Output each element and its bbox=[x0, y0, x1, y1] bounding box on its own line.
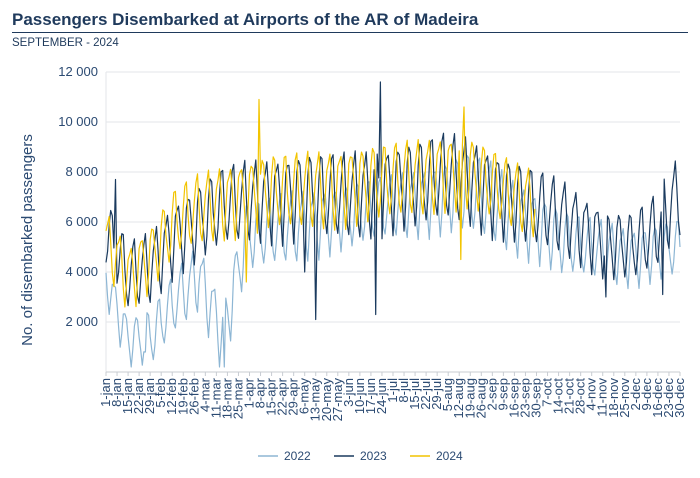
series-lines bbox=[105, 81, 681, 368]
x-tick-label: 29-jul bbox=[429, 378, 444, 410]
x-tick-labels: 1-jan8-jan15-jan22-jan29-jan5-feb12-feb1… bbox=[98, 372, 687, 421]
x-tick-label: 15-apr bbox=[264, 377, 279, 415]
x-tick-label: 1-jan bbox=[98, 378, 113, 407]
x-tick-label: 9-sep bbox=[495, 378, 510, 411]
x-tick-label: 21-oct bbox=[562, 378, 577, 415]
x-tick-label: 6-may bbox=[297, 378, 312, 415]
x-tick-label: 9-dec bbox=[639, 378, 654, 411]
legend-label-2023: 2023 bbox=[360, 449, 387, 463]
x-tick-label: 26-aug bbox=[473, 378, 488, 418]
series-line-2023 bbox=[105, 81, 681, 321]
x-tick-label: 11-mar bbox=[208, 377, 223, 418]
x-tick-label: 12-aug bbox=[451, 378, 466, 418]
legend: 2022 2023 2024 bbox=[258, 449, 463, 463]
x-tick-label: 25-mar bbox=[230, 377, 245, 419]
x-tick-label: 19-feb bbox=[175, 378, 190, 415]
y-axis-label: No. of disembarked passengers bbox=[19, 134, 36, 346]
x-tick-label: 16-dec bbox=[650, 378, 665, 418]
gridlines bbox=[105, 71, 680, 373]
x-tick-label: 20-may bbox=[319, 378, 334, 422]
y-tick-label: 2 000 bbox=[65, 314, 98, 329]
x-tick-label: 24-jun bbox=[374, 378, 389, 414]
x-tick-label: 22-jan bbox=[131, 378, 146, 414]
x-tick-label: 2-dec bbox=[628, 378, 643, 411]
x-tick-label: 15-jul bbox=[407, 378, 422, 410]
x-tick-label: 30-sep bbox=[529, 378, 544, 418]
y-tick-label: 6 000 bbox=[65, 214, 98, 229]
legend-label-2022: 2022 bbox=[284, 449, 311, 463]
x-tick-label: 8-jul bbox=[396, 378, 411, 403]
series-line-2022 bbox=[105, 155, 681, 368]
x-tick-label: 15-jan bbox=[120, 378, 135, 414]
x-tick-label: 11-nov bbox=[595, 378, 610, 417]
x-tick-label: 7-oct bbox=[540, 378, 555, 407]
series-line-2024 bbox=[105, 98, 536, 308]
x-tick-label: 14-oct bbox=[551, 378, 566, 415]
x-tick-label: 29-apr bbox=[286, 377, 301, 415]
x-tick-label: 1-jul bbox=[385, 378, 400, 403]
x-tick-label: 13-may bbox=[308, 378, 323, 422]
y-tick-label: 4 000 bbox=[65, 264, 98, 279]
x-tick-label: 29-jan bbox=[142, 378, 157, 414]
page-subtitle: SEPTEMBER - 2024 bbox=[12, 37, 119, 49]
x-tick-label: 8-jan bbox=[109, 378, 124, 407]
x-tick-label: 22-apr bbox=[275, 377, 290, 415]
x-tick-label: 30-dec bbox=[672, 378, 687, 418]
x-tick-label: 10-jun bbox=[352, 378, 367, 414]
x-tick-label: 1-apr bbox=[242, 377, 257, 408]
x-tick-label: 4-mar bbox=[197, 377, 212, 412]
page-title: Passengers Disembarked at Airports of th… bbox=[12, 10, 479, 29]
x-tick-label: 12-feb bbox=[164, 378, 179, 415]
y-tick-label: 10 000 bbox=[58, 114, 98, 129]
x-tick-label: 2-sep bbox=[484, 378, 499, 411]
x-tick-label: 4-nov bbox=[584, 378, 599, 411]
x-tick-label: 25-nov bbox=[617, 378, 632, 418]
x-tick-label: 17-jun bbox=[363, 378, 378, 414]
x-tick-label: 22-jul bbox=[418, 378, 433, 410]
x-tick-label: 19-aug bbox=[462, 378, 477, 418]
x-tick-label: 18-nov bbox=[606, 378, 621, 418]
title-divider bbox=[12, 32, 688, 33]
x-tick-label: 23-sep bbox=[517, 378, 532, 418]
y-tick-label: 12 000 bbox=[58, 64, 98, 79]
x-tick-label: 3-jun bbox=[341, 378, 356, 407]
x-tick-label: 27-may bbox=[330, 378, 345, 422]
x-tick-label: 23-dec bbox=[661, 378, 676, 418]
x-tick-label: 16-sep bbox=[506, 378, 521, 418]
x-tick-label: 8-apr bbox=[253, 377, 268, 408]
x-tick-label: 5-aug bbox=[440, 378, 455, 411]
y-tick-label: 8 000 bbox=[65, 164, 98, 179]
y-tick-labels: 2 000 4 000 6 000 8 000 10 000 12 000 bbox=[58, 64, 98, 329]
x-tick-label: 5-feb bbox=[153, 378, 168, 408]
x-tick-label: 18-mar bbox=[219, 377, 234, 419]
legend-label-2024: 2024 bbox=[436, 449, 463, 463]
x-tick-label: 28-oct bbox=[573, 378, 588, 415]
x-tick-label: 26-feb bbox=[186, 378, 201, 415]
